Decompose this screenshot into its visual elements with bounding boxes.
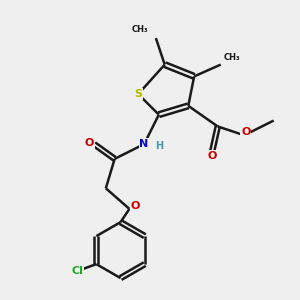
Text: CH₃: CH₃ [224, 53, 240, 62]
Text: H: H [155, 142, 164, 152]
Text: O: O [241, 127, 250, 137]
Text: S: S [134, 89, 142, 99]
Text: O: O [85, 138, 94, 148]
Text: Cl: Cl [71, 266, 83, 277]
Text: CH₃: CH₃ [132, 25, 148, 34]
Text: O: O [207, 151, 217, 161]
Text: N: N [140, 139, 149, 149]
Text: O: O [130, 201, 140, 211]
